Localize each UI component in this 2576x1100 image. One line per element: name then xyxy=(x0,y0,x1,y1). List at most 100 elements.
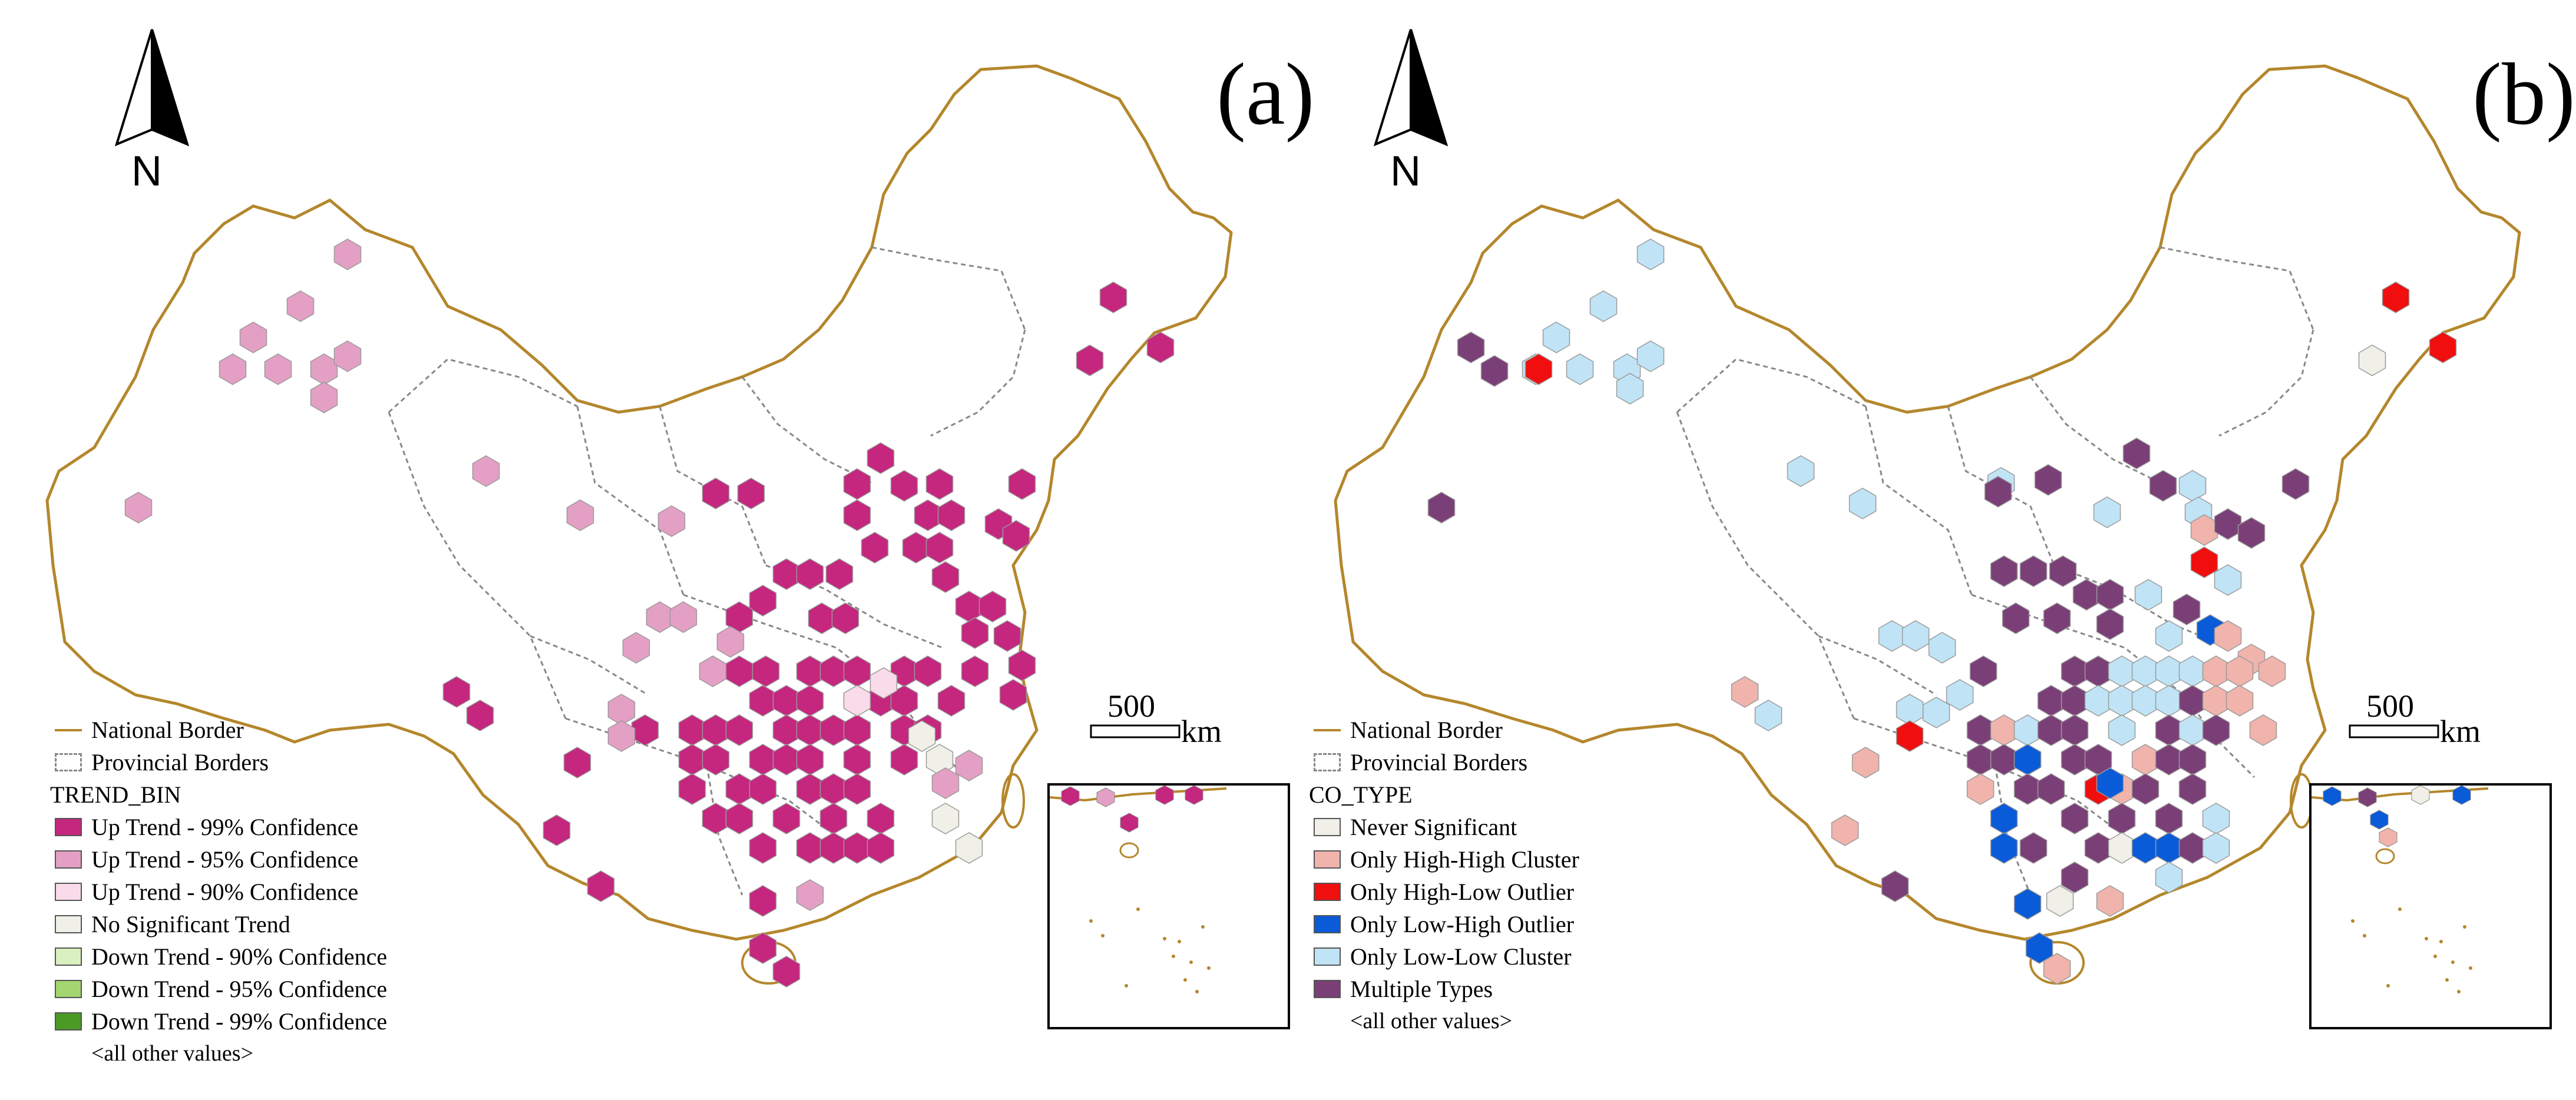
hex-cell xyxy=(867,442,895,474)
hex-cell xyxy=(2202,832,2230,864)
hex-cell xyxy=(772,714,801,746)
hex-cell xyxy=(2034,464,2062,496)
hex-cell xyxy=(978,591,1007,622)
hex-cell xyxy=(737,478,765,509)
south-china-sea-inset xyxy=(1047,783,1290,1029)
hex-cell xyxy=(2178,773,2207,805)
legend-other-values: <all other values> xyxy=(91,1041,253,1066)
hex-cell xyxy=(725,773,753,805)
hex-cell xyxy=(543,814,571,846)
legend-swatch xyxy=(1314,947,1341,966)
hex-cell xyxy=(796,832,824,864)
hex-cell xyxy=(466,700,494,731)
hex-cell xyxy=(725,714,753,746)
legend-item: Up Trend - 95% Confidence xyxy=(50,843,427,876)
hex-cell xyxy=(1002,520,1030,552)
hex-cell xyxy=(2049,555,2077,587)
legend-swatch xyxy=(55,883,82,901)
hex-cell xyxy=(772,685,801,717)
hex-cell xyxy=(796,714,824,746)
hex-cell xyxy=(1146,332,1175,363)
hex-cell xyxy=(819,714,848,746)
hex-cell xyxy=(2214,620,2242,652)
hex-cell xyxy=(702,803,730,834)
scale-value: 500 xyxy=(2366,688,2414,724)
legend-item: Only Low-Low Cluster xyxy=(1309,940,1686,973)
hex-cell xyxy=(2108,714,2136,746)
hex-cell xyxy=(914,499,942,531)
hex-cell xyxy=(861,532,889,564)
legend-label: Provincial Borders xyxy=(1350,749,1528,776)
legend-provincial-borders: Provincial Borders xyxy=(1309,746,1686,778)
hex-cell xyxy=(772,558,801,590)
hex-cell xyxy=(1542,322,1570,353)
hex-cell xyxy=(2155,655,2183,687)
hex-cell xyxy=(2061,744,2089,776)
hex-cell xyxy=(1902,620,1930,652)
hex-cell xyxy=(843,499,871,531)
hex-cell xyxy=(796,879,824,911)
legend-label: Down Trend - 99% Confidence xyxy=(91,1008,388,1035)
hex-cell xyxy=(796,744,824,776)
hex-cell xyxy=(772,803,801,834)
hex-cell xyxy=(2178,655,2207,687)
legend-swatch xyxy=(55,947,82,966)
hex-cell xyxy=(1990,555,2018,587)
scale-value: 500 xyxy=(1107,688,1155,724)
hex-cell xyxy=(961,655,989,687)
hex-cell xyxy=(264,353,292,385)
hex-cell xyxy=(2002,602,2030,634)
hex-cell xyxy=(2131,685,2160,717)
hex-cell xyxy=(2037,685,2065,717)
hex-cell xyxy=(333,340,362,372)
hex-cell xyxy=(2178,714,2207,746)
hex-cell xyxy=(825,558,854,590)
legend-label: Never Significant xyxy=(1350,814,1517,840)
legend-swatch xyxy=(55,850,82,869)
hex-cell xyxy=(699,655,727,687)
legend-item: Only High-Low Outlier xyxy=(1309,876,1686,908)
hex-cell xyxy=(442,676,471,708)
north-arrow-icon xyxy=(114,29,190,147)
hex-cell xyxy=(772,744,801,776)
legend-item: Only High-High Cluster xyxy=(1309,843,1686,876)
hex-cell xyxy=(2202,685,2230,717)
hex-cell xyxy=(843,744,871,776)
legend-title: CO_TYPE xyxy=(1309,781,1413,808)
scale-unit: km xyxy=(1181,714,1222,749)
hex-cell xyxy=(631,714,659,746)
legend-item: Up Trend - 90% Confidence xyxy=(50,876,427,908)
hex-cell xyxy=(752,655,780,687)
hex-cell xyxy=(1457,332,1485,363)
hex-cell xyxy=(1990,714,2018,746)
legend-b: National Border Provincial Borders CO_TY… xyxy=(1309,714,1686,1038)
hex-cell xyxy=(1008,468,1036,500)
legend-label: Only Low-Low Cluster xyxy=(1350,943,1572,970)
hex-cell xyxy=(2084,655,2112,687)
hex-cell xyxy=(2226,685,2254,717)
hex-cell xyxy=(749,685,777,717)
hex-cell xyxy=(2084,832,2112,864)
legend-swatch xyxy=(55,980,82,998)
panel-b: (b) N 500 km Na xyxy=(1288,0,2576,1100)
hex-cell xyxy=(678,744,706,776)
hex-cell xyxy=(2061,862,2089,893)
hex-cell xyxy=(796,773,824,805)
hex-cell xyxy=(702,744,730,776)
hex-cell xyxy=(1984,476,2012,508)
hex-cell xyxy=(2178,685,2207,717)
legend-item: Down Trend - 90% Confidence xyxy=(50,940,427,973)
hex-cell xyxy=(2249,714,2277,746)
hex-cell xyxy=(1946,679,1974,711)
legend-swatch xyxy=(1314,818,1341,836)
hex-cell xyxy=(2108,685,2136,717)
hex-cell xyxy=(925,532,954,564)
taiwan-outline xyxy=(1001,773,1025,829)
hex-cell xyxy=(702,478,730,509)
hex-cell xyxy=(931,561,960,593)
hex-cell xyxy=(908,720,936,752)
scale-unit: km xyxy=(2440,714,2481,749)
legend-swatch xyxy=(55,818,82,836)
hex-cell xyxy=(843,685,871,717)
hex-cell xyxy=(999,679,1027,711)
